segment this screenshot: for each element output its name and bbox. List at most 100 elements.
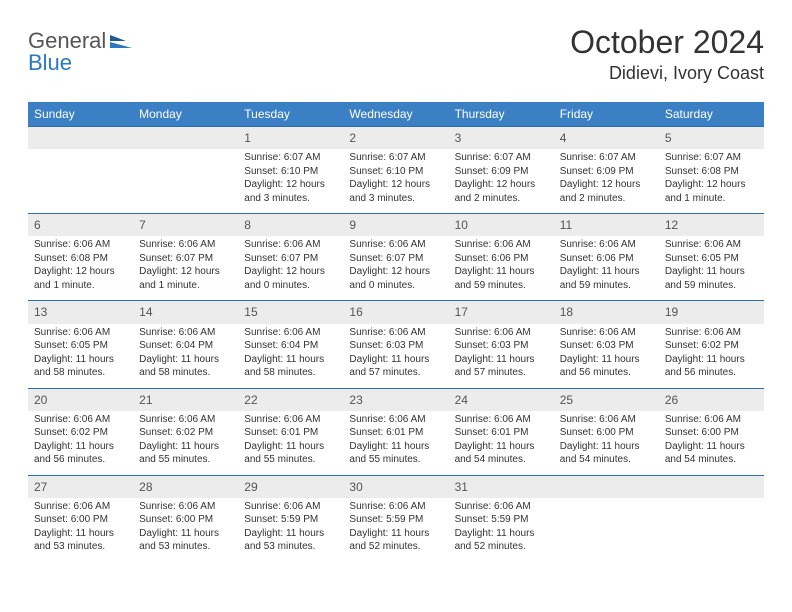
day-number: 13 (28, 301, 133, 323)
sunset-text: Sunset: 5:59 PM (244, 513, 337, 527)
day-number: 12 (659, 214, 764, 236)
day-number: 11 (554, 214, 659, 236)
daylight-text: Daylight: 12 hours and 2 minutes. (560, 178, 653, 205)
day-number: 26 (659, 389, 764, 411)
day-number: 31 (449, 476, 554, 498)
day-body: Sunrise: 6:06 AMSunset: 6:00 PMDaylight:… (659, 411, 764, 475)
day-body: Sunrise: 6:06 AMSunset: 5:59 PMDaylight:… (449, 498, 554, 562)
sunset-text: Sunset: 6:07 PM (244, 252, 337, 266)
sunrise-text: Sunrise: 6:06 AM (349, 500, 442, 514)
calendar-day-cell: 31Sunrise: 6:06 AMSunset: 5:59 PMDayligh… (449, 475, 554, 562)
sunset-text: Sunset: 6:04 PM (139, 339, 232, 353)
day-body: Sunrise: 6:06 AMSunset: 6:04 PMDaylight:… (133, 324, 238, 388)
daylight-text: Daylight: 11 hours and 54 minutes. (455, 440, 548, 467)
sunset-text: Sunset: 6:08 PM (34, 252, 127, 266)
calendar-day-cell (659, 475, 764, 562)
day-body: Sunrise: 6:06 AMSunset: 6:02 PMDaylight:… (28, 411, 133, 475)
day-number: 25 (554, 389, 659, 411)
sunset-text: Sunset: 6:02 PM (665, 339, 758, 353)
calendar-week-row: 6 Sunrise: 6:06 AM Sunset: 6:08 PM Daylight… (28, 214, 764, 301)
day-body: Sunrise: 6:07 AMSunset: 6:08 PMDaylight:… (659, 149, 764, 213)
calendar-header-row: SundayMondayTuesdayWednesdayThursdayFrid… (28, 102, 764, 127)
sunset-text: Sunset: 6:09 PM (560, 165, 653, 179)
day-number: 9 (343, 214, 448, 236)
day-number: 22 (238, 389, 343, 411)
calendar-day-cell: 5Sunrise: 6:07 AMSunset: 6:08 PMDaylight… (659, 127, 764, 214)
day-body: Sunrise: 6:06 AMSunset: 5:59 PMDaylight:… (343, 498, 448, 562)
day-number: 18 (554, 301, 659, 323)
sunset-text: Sunset: 6:06 PM (455, 252, 548, 266)
calendar-day-cell: 25Sunrise: 6:06 AMSunset: 6:00 PMDayligh… (554, 388, 659, 475)
daylight-text: Daylight: 11 hours and 56 minutes. (34, 440, 127, 467)
calendar-day-cell: 26Sunrise: 6:06 AMSunset: 6:00 PMDayligh… (659, 388, 764, 475)
daylight-text: Daylight: 11 hours and 52 minutes. (349, 527, 442, 554)
sunset-text: Sunset: 6:03 PM (349, 339, 442, 353)
sunset-text: Sunset: 6:05 PM (34, 339, 127, 353)
calendar-day-cell: 15Sunrise: 6:06 AMSunset: 6:04 PMDayligh… (238, 301, 343, 388)
day-number: 6 (28, 214, 133, 236)
sunrise-text: Sunrise: 6:06 AM (139, 500, 232, 514)
calendar-day-cell (28, 127, 133, 214)
day-number: 29 (238, 476, 343, 498)
weekday-header: Tuesday (238, 102, 343, 127)
sunrise-text: Sunrise: 6:06 AM (560, 238, 653, 252)
daylight-text: Daylight: 12 hours and 0 minutes. (244, 265, 337, 292)
day-number: 20 (28, 389, 133, 411)
sunset-text: Sunset: 6:03 PM (455, 339, 548, 353)
weekday-header: Sunday (28, 102, 133, 127)
sunset-text: Sunset: 6:10 PM (244, 165, 337, 179)
sunset-text: Sunset: 6:00 PM (560, 426, 653, 440)
calendar-day-cell: 7Sunrise: 6:06 AMSunset: 6:07 PMDaylight… (133, 214, 238, 301)
sunrise-text: Sunrise: 6:07 AM (349, 151, 442, 165)
location-subtitle: Didievi, Ivory Coast (570, 63, 764, 84)
calendar-day-cell: 30Sunrise: 6:06 AMSunset: 5:59 PMDayligh… (343, 475, 448, 562)
calendar-day-cell: 6Sunrise: 6:06 AMSunset: 6:08 PMDaylight… (28, 214, 133, 301)
calendar-day-cell (554, 475, 659, 562)
sunset-text: Sunset: 6:07 PM (349, 252, 442, 266)
sunset-text: Sunset: 6:00 PM (665, 426, 758, 440)
calendar-week-row: 20Sunrise: 6:06 AMSunset: 6:02 PMDayligh… (28, 388, 764, 475)
calendar-day-cell: 29Sunrise: 6:06 AMSunset: 5:59 PMDayligh… (238, 475, 343, 562)
sunset-text: Sunset: 6:00 PM (34, 513, 127, 527)
sunrise-text: Sunrise: 6:06 AM (560, 413, 653, 427)
sunrise-text: Sunrise: 6:06 AM (455, 500, 548, 514)
day-number: 21 (133, 389, 238, 411)
calendar-day-cell: 4Sunrise: 6:07 AMSunset: 6:09 PMDaylight… (554, 127, 659, 214)
sunset-text: Sunset: 6:08 PM (665, 165, 758, 179)
daylight-text: Daylight: 12 hours and 1 minute. (665, 178, 758, 205)
calendar-week-row: 13Sunrise: 6:06 AMSunset: 6:05 PMDayligh… (28, 301, 764, 388)
day-body (133, 149, 238, 209)
day-number: 2 (343, 127, 448, 149)
day-number (133, 127, 238, 149)
day-number: 15 (238, 301, 343, 323)
day-number: 30 (343, 476, 448, 498)
logo-word-blue: Blue (28, 52, 106, 74)
day-number: 17 (449, 301, 554, 323)
daylight-text: Daylight: 12 hours and 2 minutes. (455, 178, 548, 205)
sunrise-text: Sunrise: 6:06 AM (34, 500, 127, 514)
sunrise-text: Sunrise: 6:06 AM (349, 238, 442, 252)
day-number: 27 (28, 476, 133, 498)
day-body: Sunrise: 6:06 AMSunset: 6:00 PMDaylight:… (28, 498, 133, 562)
daylight-text: Daylight: 12 hours and 3 minutes. (349, 178, 442, 205)
sunrise-text: Sunrise: 6:06 AM (349, 413, 442, 427)
daylight-text: Daylight: 11 hours and 55 minutes. (349, 440, 442, 467)
daylight-text: Daylight: 12 hours and 0 minutes. (349, 265, 442, 292)
day-body: Sunrise: 6:06 AMSunset: 6:07 PMDaylight:… (343, 236, 448, 300)
sunset-text: Sunset: 6:00 PM (139, 513, 232, 527)
sunrise-text: Sunrise: 6:06 AM (665, 238, 758, 252)
sunset-text: Sunset: 6:01 PM (455, 426, 548, 440)
calendar-day-cell: 14Sunrise: 6:06 AMSunset: 6:04 PMDayligh… (133, 301, 238, 388)
daylight-text: Daylight: 11 hours and 56 minutes. (560, 353, 653, 380)
sunrise-text: Sunrise: 6:06 AM (349, 326, 442, 340)
day-body: Sunrise: 6:07 AMSunset: 6:10 PMDaylight:… (343, 149, 448, 213)
sunset-text: Sunset: 6:07 PM (139, 252, 232, 266)
daylight-text: Daylight: 11 hours and 58 minutes. (244, 353, 337, 380)
day-body: Sunrise: 6:06 AMSunset: 6:01 PMDaylight:… (449, 411, 554, 475)
day-number: 8 (238, 214, 343, 236)
daylight-text: Daylight: 11 hours and 58 minutes. (34, 353, 127, 380)
day-body: Sunrise: 6:06 AMSunset: 6:03 PMDaylight:… (449, 324, 554, 388)
sunset-text: Sunset: 6:01 PM (244, 426, 337, 440)
day-number: 14 (133, 301, 238, 323)
sunrise-text: Sunrise: 6:06 AM (34, 413, 127, 427)
